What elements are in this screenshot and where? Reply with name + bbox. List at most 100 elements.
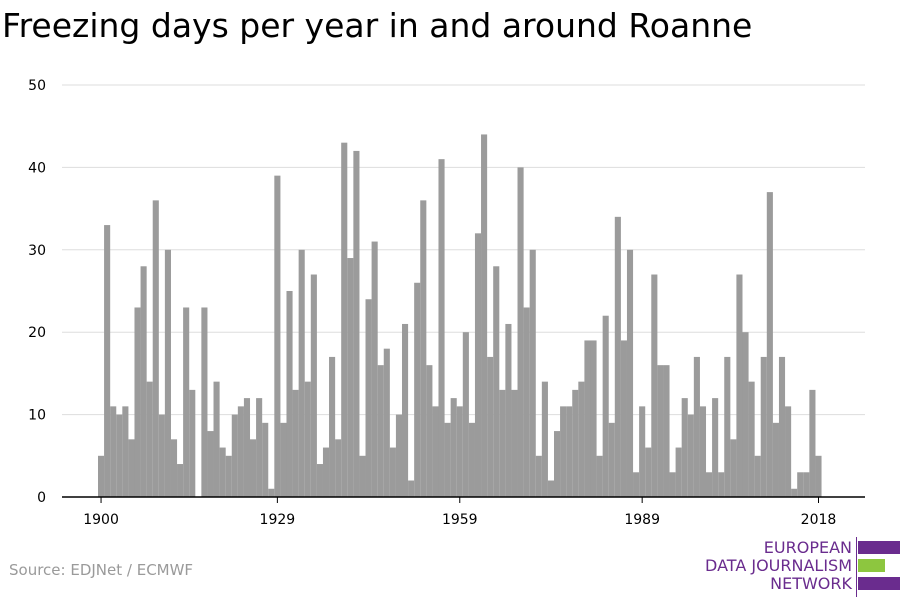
x-tick-label: 2018 (801, 512, 837, 528)
bar-1989 (639, 406, 646, 497)
bar-1930 (280, 422, 287, 497)
bar-1940 (341, 142, 348, 497)
bar-1938 (329, 356, 336, 497)
bar-1905 (128, 439, 135, 497)
bar-1927 (262, 422, 269, 497)
bar-1908 (146, 381, 153, 497)
bar-1990 (645, 447, 652, 497)
bar-1960 (462, 332, 469, 497)
x-tick-label: 1989 (624, 512, 660, 528)
bar-1904 (122, 406, 129, 497)
edjnet-logo[interactable]: EUROPEAN DATA JOURNALISM NETWORK (700, 537, 900, 597)
bar-1923 (237, 406, 244, 497)
bar-2005 (736, 274, 743, 497)
bar-1967 (505, 323, 512, 497)
bar-1901 (104, 225, 111, 497)
bar-2010 (766, 192, 773, 497)
bar-2003 (724, 356, 731, 497)
bar-1909 (152, 200, 159, 498)
y-tick-label: 10 (28, 408, 46, 424)
logo-line-network: NETWORK (770, 574, 852, 593)
bar-1918 (207, 431, 214, 497)
bar-1993 (663, 365, 670, 497)
bar-1992 (657, 365, 664, 497)
x-tick-label: 1929 (260, 512, 296, 528)
chart-title: Freezing days per year in and around Roa… (2, 6, 753, 45)
bar-1925 (250, 439, 257, 497)
bar-1965 (493, 266, 500, 497)
y-axis-ticks: 0 10 20 30 40 50 (28, 78, 46, 506)
bar-1984 (608, 422, 615, 497)
y-tick-label: 30 (28, 243, 46, 259)
x-tick-label: 1900 (83, 512, 119, 528)
bar-1907 (140, 266, 147, 497)
bar-1985 (614, 216, 621, 497)
x-tick-label: 1959 (442, 512, 478, 528)
bar-1978 (572, 389, 579, 497)
bar-1951 (408, 480, 415, 497)
bar-1971 (529, 249, 536, 497)
bar-1956 (438, 159, 445, 497)
bar-1903 (116, 414, 123, 497)
bar-2015 (797, 472, 804, 497)
bar-1997 (687, 414, 694, 497)
logo-line-data-journalism: DATA JOURNALISM (705, 556, 852, 575)
bar-1900 (98, 455, 105, 497)
bar-2017 (809, 389, 816, 497)
bar-1929 (274, 175, 281, 497)
logo-green-bar (858, 559, 885, 572)
bar-1982 (596, 455, 603, 497)
bar-1921 (225, 455, 232, 497)
bar-2016 (803, 472, 810, 497)
bar-2018 (815, 455, 822, 497)
bar-2004 (730, 439, 737, 497)
bar-1912 (170, 439, 178, 497)
x-axis-ticks: 1900 1929 1959 1989 2018 (83, 497, 836, 528)
bar-2009 (760, 356, 767, 497)
bar-2007 (748, 381, 755, 497)
bar-1981 (590, 340, 597, 497)
bar-1958 (450, 398, 457, 497)
bar-1926 (256, 398, 263, 497)
bar-1928 (268, 488, 275, 497)
y-tick-label: 50 (28, 78, 46, 94)
bar-1910 (158, 414, 165, 497)
bar-1936 (316, 464, 323, 497)
bar-1988 (633, 472, 640, 497)
bar-1996 (681, 398, 688, 497)
bar-1920 (219, 447, 226, 497)
bar-1944 (365, 299, 372, 497)
bar-1977 (566, 406, 573, 497)
bar-1919 (213, 381, 220, 497)
bar-1913 (177, 464, 184, 497)
bar-1902 (110, 406, 117, 497)
bar-1975 (554, 431, 561, 497)
bar-1963 (481, 134, 488, 497)
bar-1974 (547, 480, 555, 497)
bar-2012 (778, 356, 786, 497)
bar-1947 (383, 348, 390, 497)
logo-line-european: EUROPEAN (763, 538, 852, 557)
bar-1980 (584, 340, 591, 497)
bar-1999 (699, 406, 707, 497)
bar-1962 (474, 233, 482, 497)
bar-1973 (541, 381, 548, 497)
bar-1939 (335, 439, 342, 497)
bar-2011 (772, 422, 779, 497)
bar-1979 (578, 381, 585, 497)
bar-2001 (712, 398, 719, 497)
logo-purple-bar-bottom (858, 577, 900, 590)
bar-1957 (444, 422, 451, 497)
bar-1914 (183, 307, 190, 497)
bar-1941 (347, 258, 354, 497)
bar-1943 (359, 455, 366, 497)
bar-1976 (560, 406, 567, 497)
bar-1994 (669, 472, 676, 497)
bar-1950 (402, 323, 409, 497)
bar-1972 (535, 455, 542, 497)
bar-1935 (310, 274, 317, 497)
logo-divider (856, 537, 857, 597)
bar-1922 (231, 414, 238, 497)
bar-1966 (499, 389, 506, 497)
